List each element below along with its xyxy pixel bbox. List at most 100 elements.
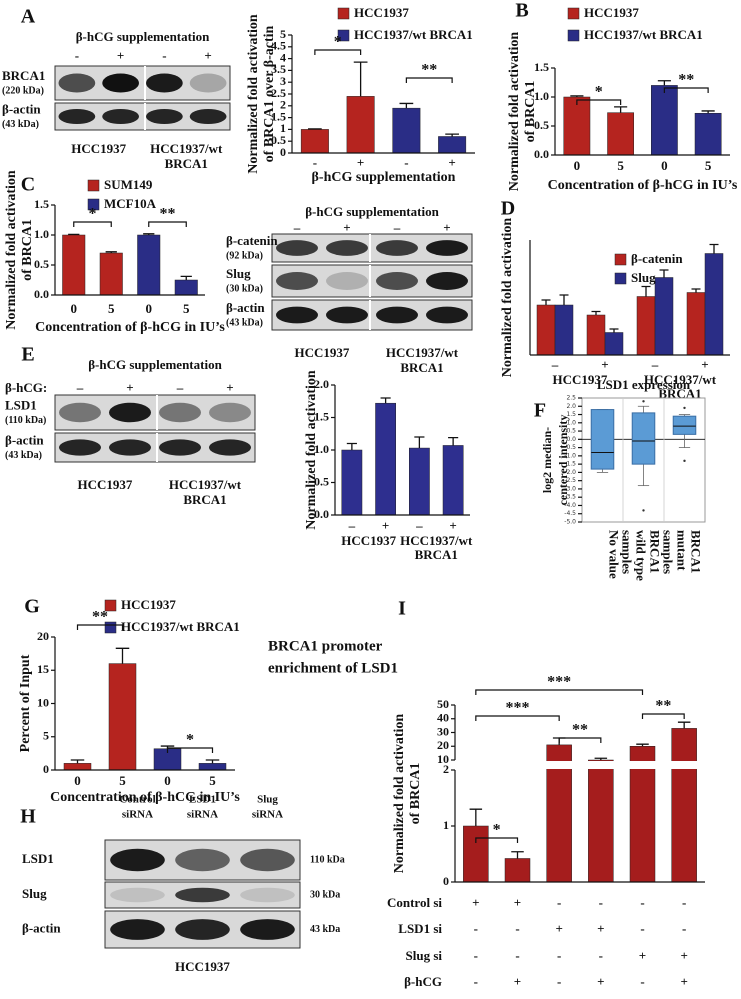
y-tick-label: 2 [280, 98, 286, 112]
blot-band [240, 919, 295, 940]
cell-line-label: HCC1937 [175, 959, 230, 974]
bar [108, 663, 137, 771]
x-tick-label: 5 [209, 773, 216, 788]
y-axis-label: Normalized fold activation [4, 170, 19, 330]
y-tick-label: 0 [280, 145, 286, 159]
blot-band [58, 108, 96, 125]
error-bar [445, 133, 459, 137]
blot-row-label: β-actin [2, 101, 41, 116]
treatment-sign: - [682, 895, 686, 910]
significance-label: * [595, 84, 603, 101]
treatment-sign: - [640, 895, 644, 910]
bar [341, 449, 363, 516]
error-bar [691, 288, 701, 293]
y-tick-label: 0.5 [534, 118, 549, 132]
lane-label: + [117, 48, 124, 63]
x-tick-label: 5 [108, 301, 115, 316]
lane-label: siRNA [252, 809, 283, 821]
blot-band [376, 306, 418, 324]
blot-band [276, 272, 318, 290]
error-bar [614, 106, 628, 113]
y-axis-label: Normalized fold activation [392, 714, 407, 874]
blot-band [276, 240, 318, 256]
y-tick-label: 0.5 [34, 257, 49, 271]
y-tick-label: -4.0 [564, 502, 576, 509]
significance-bracket [576, 99, 622, 105]
significance-label: ** [572, 722, 588, 739]
treatment-sign: - [682, 921, 686, 936]
bar [137, 234, 161, 296]
error-bar [115, 647, 130, 664]
significance-bracket [641, 713, 685, 719]
blot-band [59, 402, 101, 423]
x-tick-label: samples [661, 530, 676, 574]
y-tick-label: 40 [437, 711, 449, 725]
panel-letter: F [534, 400, 546, 422]
error-bar [677, 721, 691, 729]
bar [704, 253, 724, 356]
y-tick-label: 0 [43, 762, 49, 776]
error-bar [641, 285, 651, 297]
error-bar [380, 397, 391, 404]
y-tick-label: 5 [280, 27, 286, 41]
y-tick-label: -1.5 [564, 461, 576, 468]
significance-bracket [558, 737, 602, 743]
y-tick-label: 30 [437, 724, 449, 738]
bar [586, 314, 606, 356]
blot-band [159, 402, 201, 423]
blot-band [146, 108, 183, 125]
x-tick-label: 0 [164, 773, 171, 788]
panel-letter: H [20, 806, 36, 828]
legend-swatch [104, 599, 117, 612]
blot-row-label: BRCA1 [2, 68, 45, 83]
bar [536, 304, 556, 356]
group-label: HCC1937 [341, 533, 396, 548]
box [631, 412, 656, 465]
x-tick-label: - [404, 155, 408, 170]
treatment-sign: + [555, 921, 562, 936]
cell-line-label: HCC1937/wt [386, 345, 459, 360]
error-bar [414, 436, 425, 449]
flier [642, 400, 645, 403]
y-tick-label: 1 [443, 818, 449, 832]
legend-label: HCC1937 [121, 597, 176, 612]
y-tick-label: 0.5 [271, 133, 286, 147]
blot-band [146, 73, 183, 93]
lane-label: siRNA [187, 809, 218, 821]
blot-size-label: (92 kDa) [226, 250, 263, 261]
y-tick-label: -2.0 [564, 469, 576, 476]
y-tick-label: 0.0 [314, 507, 329, 521]
blot-band [426, 272, 468, 290]
y-tick-label: 1.5 [271, 109, 286, 123]
treatment-sign: + [514, 974, 521, 989]
significance-bracket [314, 49, 362, 55]
blot-band [175, 887, 230, 903]
error-bar [448, 437, 459, 446]
y-axis-label: Normalized fold activation [500, 218, 515, 378]
treatment-sign: + [680, 948, 687, 963]
treatment-sign: - [474, 948, 478, 963]
significance-bracket [166, 747, 214, 753]
lane-label: + [126, 380, 133, 395]
bar [607, 112, 634, 156]
significance-label: * [89, 206, 97, 223]
bar [99, 252, 123, 296]
lane-label: – [393, 220, 401, 235]
treatment-sign: - [599, 895, 603, 910]
blot-row-label: LSD1 [22, 851, 54, 866]
bar [504, 858, 531, 883]
blot-band [240, 848, 295, 872]
bar [300, 129, 329, 154]
blot-band [326, 306, 368, 324]
blot-band [110, 848, 165, 872]
legend-swatch [614, 253, 627, 266]
y-tick-label: 0.0 [566, 436, 576, 443]
panel-letter: E [21, 344, 34, 366]
treatment-sign: + [680, 974, 687, 989]
y-tick-label: -4.5 [564, 510, 576, 517]
legend-swatch [337, 7, 350, 20]
error-bar [399, 102, 414, 109]
group-label: BRCA1 [658, 386, 701, 401]
error-bar [701, 110, 715, 114]
y-axis-label: Normalized fold activation [246, 14, 261, 174]
